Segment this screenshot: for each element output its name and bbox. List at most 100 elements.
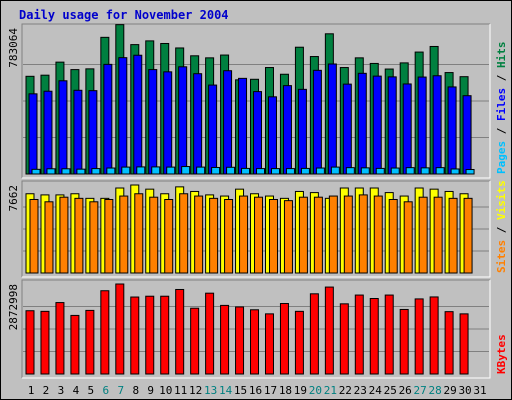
bar-pages-day-10	[166, 166, 176, 175]
legend-separator: /	[495, 68, 508, 88]
bar-files-day-1	[28, 93, 38, 175]
day-label-28: 28	[429, 384, 442, 397]
bar-sites-day-27	[418, 196, 428, 274]
bar-pages-day-30	[465, 169, 475, 175]
bar-sites-day-7	[119, 195, 129, 274]
bar-sites-day-10	[164, 198, 174, 274]
legend-separator: /	[495, 121, 508, 141]
day-label-7: 7	[117, 384, 124, 397]
bar-sites-day-4	[74, 197, 84, 274]
bar-pages-day-12	[196, 166, 206, 175]
day-label-14: 14	[219, 384, 233, 397]
day-label-21: 21	[324, 384, 337, 397]
bar-files-day-8	[133, 54, 143, 175]
bar-sites-day-23	[358, 194, 368, 274]
bar-kbytes-day-28	[429, 296, 439, 375]
bar-pages-day-18	[285, 168, 295, 175]
bar-kbytes-day-9	[145, 295, 155, 375]
panel-hits-files-pages-legend: Pages / Files / Hits	[495, 42, 508, 175]
bar-kbytes-day-1	[25, 310, 35, 375]
bar-pages-day-25	[390, 167, 400, 175]
bar-pages-day-13	[211, 166, 221, 175]
bar-kbytes-day-22	[339, 303, 349, 375]
bar-sites-day-26	[403, 201, 413, 274]
day-label-18: 18	[279, 384, 292, 397]
bar-kbytes-day-30	[459, 313, 469, 375]
bar-sites-day-29	[448, 197, 458, 274]
bar-files-day-21	[327, 63, 337, 175]
bar-sites-day-21	[328, 195, 338, 274]
x-axis-day-labels: 1 2 3 4 5 6 7 8 9 10 11 12 13 14 15 16 17 18 19 20 21 22 23 24 2…	[28, 384, 487, 397]
bar-files-day-16	[253, 91, 263, 175]
day-label-10: 10	[159, 384, 172, 397]
panel-visits-sites-ymax-label: 7662	[7, 185, 20, 212]
bar-kbytes-day-8	[130, 296, 140, 375]
bar-sites-day-19	[298, 196, 308, 274]
bar-pages-day-8	[136, 166, 146, 175]
bar-sites-day-20	[313, 196, 323, 274]
day-label-19: 19	[294, 384, 307, 397]
bar-files-day-11	[178, 66, 188, 175]
panel-kbytes-ymax-label: 2872998	[7, 284, 20, 330]
day-label-15: 15	[234, 384, 247, 397]
bar-files-day-10	[163, 71, 173, 175]
bar-files-day-15	[238, 77, 248, 175]
bar-kbytes-day-12	[190, 307, 200, 375]
bar-pages-day-15	[241, 167, 251, 175]
bar-pages-day-28	[435, 167, 445, 175]
bar-kbytes-day-11	[175, 288, 185, 375]
bar-kbytes-day-23	[354, 294, 364, 375]
legend-item-hits: Hits	[495, 42, 508, 69]
bar-kbytes-day-17	[264, 313, 274, 375]
bar-pages-day-16	[256, 168, 266, 175]
panel-visits-sites-frame-shadow	[21, 180, 490, 277]
legend-separator: /	[495, 220, 508, 240]
bar-files-day-3	[58, 80, 68, 175]
bar-sites-day-24	[373, 195, 383, 274]
bar-files-day-27	[417, 76, 427, 175]
bar-sites-day-2	[44, 201, 54, 274]
bar-files-day-25	[387, 76, 397, 175]
bar-sites-day-14	[224, 198, 234, 274]
bar-pages-day-27	[420, 167, 430, 175]
bar-marks	[25, 24, 475, 375]
legend-labels: Pages / Files / Hits Sites / Visits KBytes	[495, 42, 508, 375]
bar-kbytes-day-16	[250, 309, 260, 375]
bar-pages-day-17	[270, 168, 280, 175]
day-label-25: 25	[384, 384, 397, 397]
day-label-11: 11	[174, 384, 187, 397]
bar-kbytes-day-27	[414, 298, 424, 375]
bar-files-day-29	[447, 86, 457, 175]
day-label-3: 3	[58, 384, 65, 397]
legend-item-sites: Sites	[495, 240, 508, 273]
bar-kbytes-day-24	[369, 298, 379, 375]
day-label-4: 4	[73, 384, 80, 397]
bar-kbytes-day-6	[100, 290, 110, 375]
bar-sites-day-15	[239, 195, 249, 274]
panel-hits-files-pages-ymax-label: 783064	[7, 28, 20, 68]
day-label-26: 26	[399, 384, 412, 397]
bar-kbytes-day-10	[160, 295, 170, 375]
day-label-29: 29	[443, 384, 456, 397]
bar-files-day-14	[223, 70, 233, 175]
day-label-5: 5	[88, 384, 95, 397]
day-label-2: 2	[43, 384, 50, 397]
bar-kbytes-day-19	[294, 310, 304, 375]
bar-kbytes-day-25	[384, 294, 394, 375]
bar-sites-day-8	[134, 193, 144, 274]
panel-kbytes-frame-shadow	[21, 279, 490, 378]
panel-kbytes-frame-highlight	[22, 280, 491, 379]
bar-pages-day-21	[330, 166, 340, 175]
bar-sites-day-30	[463, 197, 473, 274]
bar-files-day-12	[193, 73, 203, 175]
bar-pages-day-14	[226, 166, 236, 175]
bar-files-day-13	[208, 84, 218, 175]
bar-sites-day-11	[179, 193, 189, 274]
bar-kbytes-day-2	[40, 310, 50, 375]
bar-kbytes-day-4	[70, 314, 80, 375]
bar-files-day-17	[267, 96, 277, 175]
bar-files-day-6	[103, 63, 113, 175]
bar-pages-day-3	[61, 168, 71, 175]
bar-sites-day-16	[254, 196, 264, 274]
